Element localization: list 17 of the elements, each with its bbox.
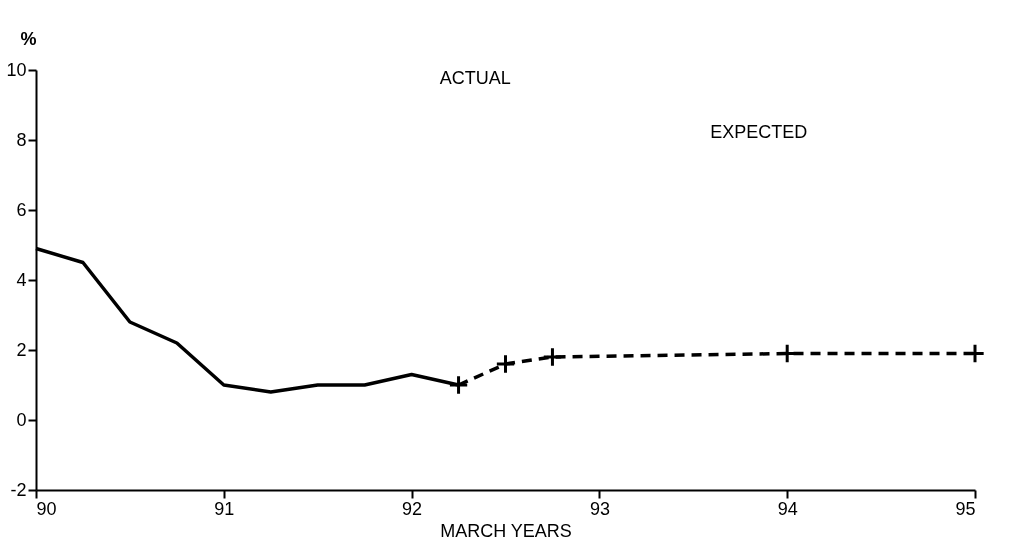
y-axis-title: % <box>20 28 37 49</box>
y-tick-label: 10 <box>6 59 27 80</box>
x-tick-label: 91 <box>214 498 235 519</box>
x-tick-label: 95 <box>955 498 976 519</box>
y-tick-label: 2 <box>16 339 27 360</box>
x-tick-label: 92 <box>402 498 423 519</box>
y-tick-label: -2 <box>10 479 27 500</box>
x-tick-label: 90 <box>36 498 57 519</box>
x-axis-title: MARCH YEARS <box>440 520 572 541</box>
y-tick-label: 8 <box>16 129 27 150</box>
annotation: ACTUAL <box>439 68 511 88</box>
y-tick-label: 0 <box>16 409 27 430</box>
x-tick-label: 94 <box>777 498 798 519</box>
y-tick-label: 6 <box>16 199 27 220</box>
y-tick-label: 4 <box>16 269 27 290</box>
x-tick-label: 93 <box>589 498 610 519</box>
annotation: EXPECTED <box>710 121 808 142</box>
